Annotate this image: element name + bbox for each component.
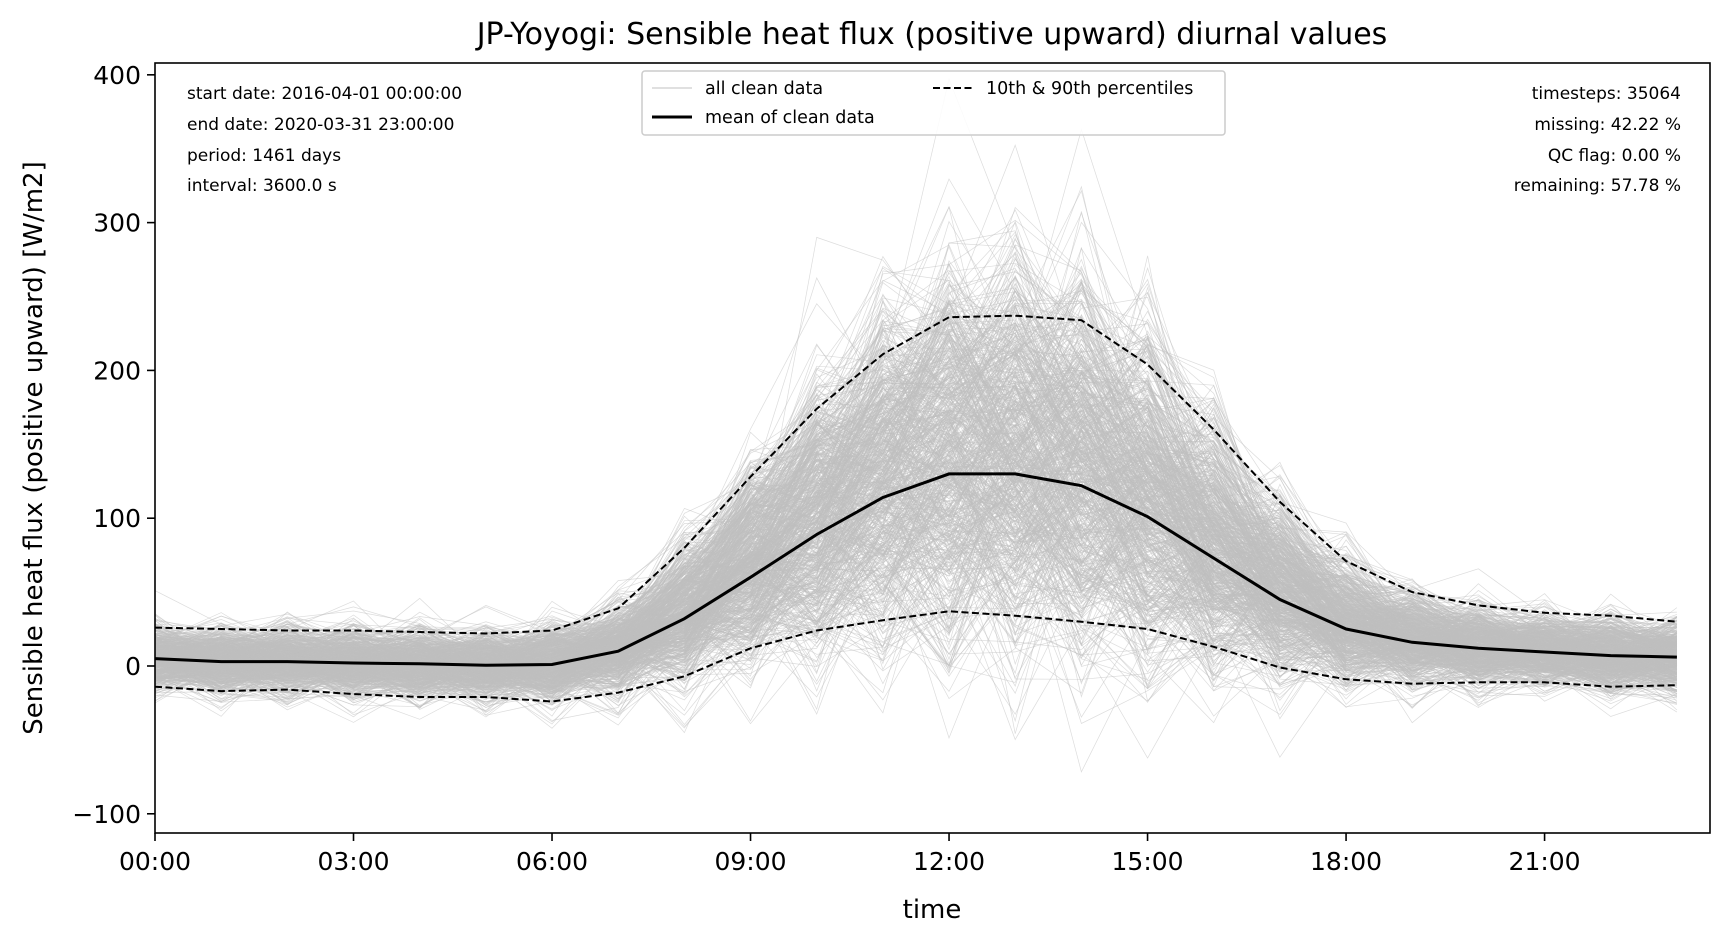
clean-data-line xyxy=(155,503,1678,685)
clean-data-line xyxy=(155,393,1677,710)
clean-data-line xyxy=(155,363,1678,671)
y-axis: −100 0 100 200 300 400 xyxy=(72,61,155,829)
clean-data-line xyxy=(155,513,1678,679)
percentile-10-line xyxy=(155,610,1677,703)
percentile-90-line xyxy=(155,314,1677,635)
x-tick-label: 09:00 xyxy=(715,847,787,876)
legend-label-percentiles: 10th & 90th percentiles xyxy=(986,79,1193,99)
clean-data-line xyxy=(155,537,1677,715)
y-tick-label: 300 xyxy=(93,209,141,238)
plot-frame xyxy=(154,62,1711,834)
clean-data-line xyxy=(155,414,1677,716)
clean-data-line xyxy=(155,456,1677,678)
info-timesteps: timesteps: 35064 xyxy=(1532,84,1681,104)
clean-data-line xyxy=(155,381,1677,685)
clean-data-line xyxy=(155,279,1677,665)
clean-data-line xyxy=(155,441,1678,685)
x-tick-label: 00:00 xyxy=(119,847,191,876)
x-tick-label: 15:00 xyxy=(1112,847,1184,876)
info-right: timesteps: 35064 missing: 42.22 % QC fla… xyxy=(1514,84,1681,196)
legend-label-mean: mean of clean data xyxy=(705,108,875,128)
x-axis: 00:00 03:00 06:00 09:00 12:00 15:00 18:00 21:00 xyxy=(119,833,1581,876)
legend-box xyxy=(641,70,1226,136)
mean-line xyxy=(155,472,1677,667)
x-tick-label: 06:00 xyxy=(516,847,588,876)
clean-data-line xyxy=(155,493,1677,692)
info-qc-flag: QC flag: 0.00 % xyxy=(1548,146,1681,166)
clean-data-line xyxy=(155,498,1678,692)
x-tick-label: 03:00 xyxy=(317,847,389,876)
info-missing: missing: 42.22 % xyxy=(1534,115,1681,135)
clean-data-line xyxy=(155,372,1678,684)
clean-data-line xyxy=(155,402,1677,691)
info-end-date: end date: 2020-03-31 23:00:00 xyxy=(187,115,454,135)
clean-data-line xyxy=(155,414,1677,675)
clean-data-line xyxy=(155,421,1677,685)
info-period: period: 1461 days xyxy=(187,146,341,166)
clean-data-line xyxy=(155,253,1677,688)
clean-data-line xyxy=(155,524,1678,694)
clean-data-line xyxy=(155,494,1677,691)
y-tick-label: 200 xyxy=(93,356,141,385)
clean-data-line xyxy=(155,480,1677,716)
clean-data-line xyxy=(155,288,1677,693)
clean-data-line xyxy=(155,353,1677,698)
x-tick-label: 18:00 xyxy=(1310,847,1382,876)
y-tick-label: 400 xyxy=(93,61,141,90)
clean-data-line xyxy=(155,393,1677,685)
clean-data-line xyxy=(155,258,1678,689)
clean-data-line xyxy=(155,236,1678,670)
info-left: start date: 2016-04-01 00:00:00 end date… xyxy=(187,84,462,196)
clean-data-line xyxy=(155,487,1677,695)
clean-data-line xyxy=(155,332,1677,661)
info-start-date: start date: 2016-04-01 00:00:00 xyxy=(187,84,462,104)
y-axis-label: Sensible heat flux (positive upward) [W/… xyxy=(19,161,49,734)
y-tick-label: 0 xyxy=(125,652,141,681)
clean-data-line xyxy=(155,387,1678,694)
info-remaining: remaining: 57.78 % xyxy=(1514,176,1681,196)
x-tick-label: 21:00 xyxy=(1509,847,1581,876)
clean-data-line xyxy=(155,530,1678,741)
clean-data-line xyxy=(155,304,1677,679)
statistic-lines xyxy=(155,314,1677,703)
x-axis-label: time xyxy=(903,895,962,925)
info-interval: interval: 3600.0 s xyxy=(187,176,337,196)
clean-data-line xyxy=(155,441,1678,682)
y-tick-label: 100 xyxy=(93,504,141,533)
clean-data-line xyxy=(155,330,1677,656)
clean-data-line xyxy=(155,354,1678,687)
x-tick-label: 12:00 xyxy=(913,847,985,876)
clean-data-line xyxy=(155,307,1678,675)
y-tick-label: −100 xyxy=(72,800,141,829)
clean-data-line xyxy=(155,450,1678,690)
clean-data-line xyxy=(155,365,1678,666)
legend: all clean data 10th & 90th percentiles m… xyxy=(641,70,1226,136)
legend-label-clean-data: all clean data xyxy=(705,79,823,99)
chart-title: JP-Yoyogi: Sensible heat flux (positive … xyxy=(475,17,1388,52)
clean-data-line xyxy=(155,296,1677,663)
